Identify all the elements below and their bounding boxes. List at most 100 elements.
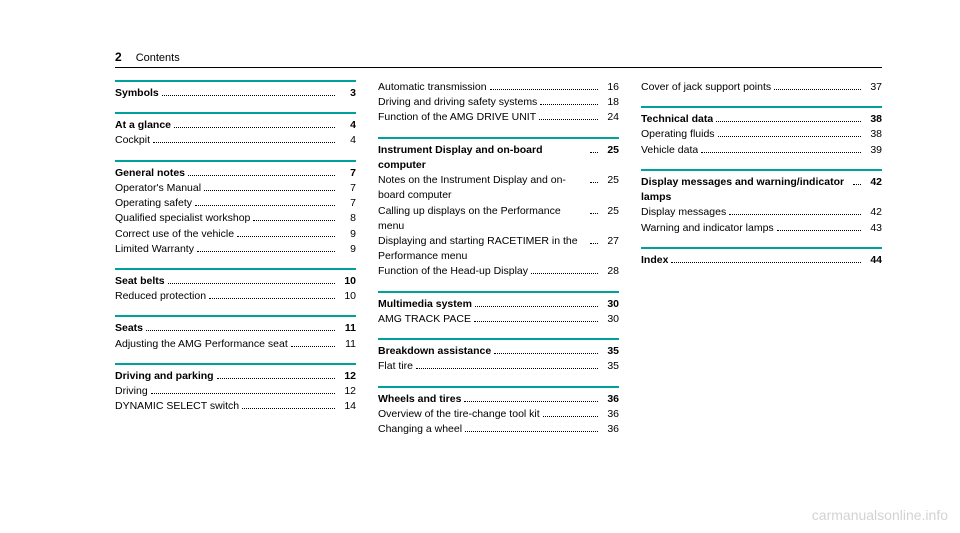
toc-section: Display messages and warning/indicator l… <box>641 169 882 236</box>
toc-dots <box>146 324 335 331</box>
toc-label: Technical data <box>641 112 713 127</box>
toc-dots <box>464 394 598 401</box>
toc-page: 14 <box>338 399 356 414</box>
toc-page: 7 <box>338 196 356 211</box>
toc-dots <box>174 121 335 128</box>
section-divider <box>115 160 356 162</box>
section-divider <box>115 112 356 114</box>
toc-dots <box>777 223 861 230</box>
toc-label: Instrument Display and on-board computer <box>378 143 587 173</box>
toc-label: Adjusting the AMG Performance seat <box>115 337 288 352</box>
toc-page: 9 <box>338 242 356 257</box>
toc-dots <box>716 115 861 122</box>
toc-section: Symbols3 <box>115 80 356 101</box>
header-title: Contents <box>136 52 180 64</box>
page-number: 2 <box>115 50 122 64</box>
toc-page: 36 <box>601 407 619 422</box>
toc-row: Wheels and tires36 <box>378 392 619 407</box>
toc-row: Changing a wheel36 <box>378 422 619 437</box>
toc-label: Correct use of the vehicle <box>115 227 234 242</box>
toc-label: Seats <box>115 321 143 336</box>
toc-label: Warning and indicator lamps <box>641 221 774 236</box>
toc-row: Calling up displays on the Performance m… <box>378 204 619 234</box>
toc-row: Adjusting the AMG Performance seat11 <box>115 337 356 352</box>
toc-page: 44 <box>864 253 882 268</box>
toc-dots <box>253 214 335 221</box>
toc-label: Operator's Manual <box>115 181 201 196</box>
toc-row: Warning and indicator lamps 43 <box>641 221 882 236</box>
toc-row: Automatic transmission16 <box>378 80 619 95</box>
toc-page: 4 <box>338 133 356 148</box>
toc-row: Driving 12 <box>115 384 356 399</box>
toc-row: Vehicle data39 <box>641 143 882 158</box>
toc-label: Cockpit <box>115 133 150 148</box>
toc-page: 30 <box>601 312 619 327</box>
toc-row: Flat tire35 <box>378 359 619 374</box>
toc-label: Operating fluids <box>641 127 715 142</box>
toc-dots <box>474 315 598 322</box>
toc-page: 9 <box>338 227 356 242</box>
toc-page: 12 <box>338 384 356 399</box>
toc-row: General notes7 <box>115 166 356 181</box>
toc-dots <box>237 229 335 236</box>
toc-dots <box>543 409 598 416</box>
toc-dots <box>590 206 598 213</box>
toc-page: 12 <box>338 369 356 384</box>
toc-page: 18 <box>601 95 619 110</box>
toc-dots <box>168 277 335 284</box>
toc-label: Driving and parking <box>115 369 214 384</box>
toc-row: Reduced protection10 <box>115 289 356 304</box>
toc-row: Technical data 38 <box>641 112 882 127</box>
toc-label: At a glance <box>115 118 171 133</box>
toc-page: 38 <box>864 112 882 127</box>
toc-dots <box>204 184 335 191</box>
toc-page: 27 <box>601 234 619 249</box>
toc-row: Notes on the Instrument Display and on-b… <box>378 173 619 203</box>
toc-label: Driving and driving safety systems <box>378 95 537 110</box>
toc-page: 37 <box>864 80 882 95</box>
toc-label: Wheels and tires <box>378 392 461 407</box>
toc-row: Driving and parking 12 <box>115 369 356 384</box>
toc-section: Cover of jack support points37 <box>641 80 882 95</box>
toc-label: Displaying and starting RACETIMER in the… <box>378 234 587 264</box>
toc-page: 25 <box>601 143 619 158</box>
toc-dots <box>531 267 598 274</box>
toc-dots <box>494 347 598 354</box>
toc-page: 43 <box>864 221 882 236</box>
watermark: carmanualsonline.info <box>812 507 948 523</box>
section-divider <box>641 247 882 249</box>
toc-dots <box>490 83 598 90</box>
toc-row: Multimedia system30 <box>378 297 619 312</box>
section-divider <box>378 291 619 293</box>
toc-label: Changing a wheel <box>378 422 462 437</box>
toc-row: AMG TRACK PACE30 <box>378 312 619 327</box>
toc-label: Overview of the tire-change tool kit <box>378 407 540 422</box>
toc-page: 38 <box>864 127 882 142</box>
toc-dots <box>729 208 861 215</box>
toc-label: Driving <box>115 384 148 399</box>
toc-page: 7 <box>338 181 356 196</box>
toc-page: 25 <box>601 173 619 188</box>
toc-section: Multimedia system30AMG TRACK PACE30 <box>378 291 619 327</box>
toc-page: 30 <box>601 297 619 312</box>
toc-label: Qualified specialist workshop <box>115 211 250 226</box>
toc-page: 4 <box>338 118 356 133</box>
toc-label: Flat tire <box>378 359 413 374</box>
toc-dots <box>188 168 335 175</box>
toc-label: Breakdown assistance <box>378 344 491 359</box>
toc-section: Seat belts10Reduced protection10 <box>115 268 356 304</box>
toc-dots <box>590 145 598 152</box>
toc-dots <box>774 83 861 90</box>
toc-section: Technical data38Operating fluids38Vehicl… <box>641 106 882 158</box>
toc-row: Cover of jack support points37 <box>641 80 882 95</box>
toc-label: Seat belts <box>115 274 165 289</box>
toc-row: Display messages and warning/indicator l… <box>641 175 882 205</box>
toc-dots <box>195 199 335 206</box>
toc-row: Symbols3 <box>115 86 356 101</box>
toc-dots <box>853 178 861 185</box>
toc-dots <box>197 244 335 251</box>
toc-dots <box>465 425 598 432</box>
toc-dots <box>475 299 598 306</box>
toc-column: Cover of jack support points37 Technical … <box>641 80 882 448</box>
toc-section: Index44 <box>641 247 882 268</box>
